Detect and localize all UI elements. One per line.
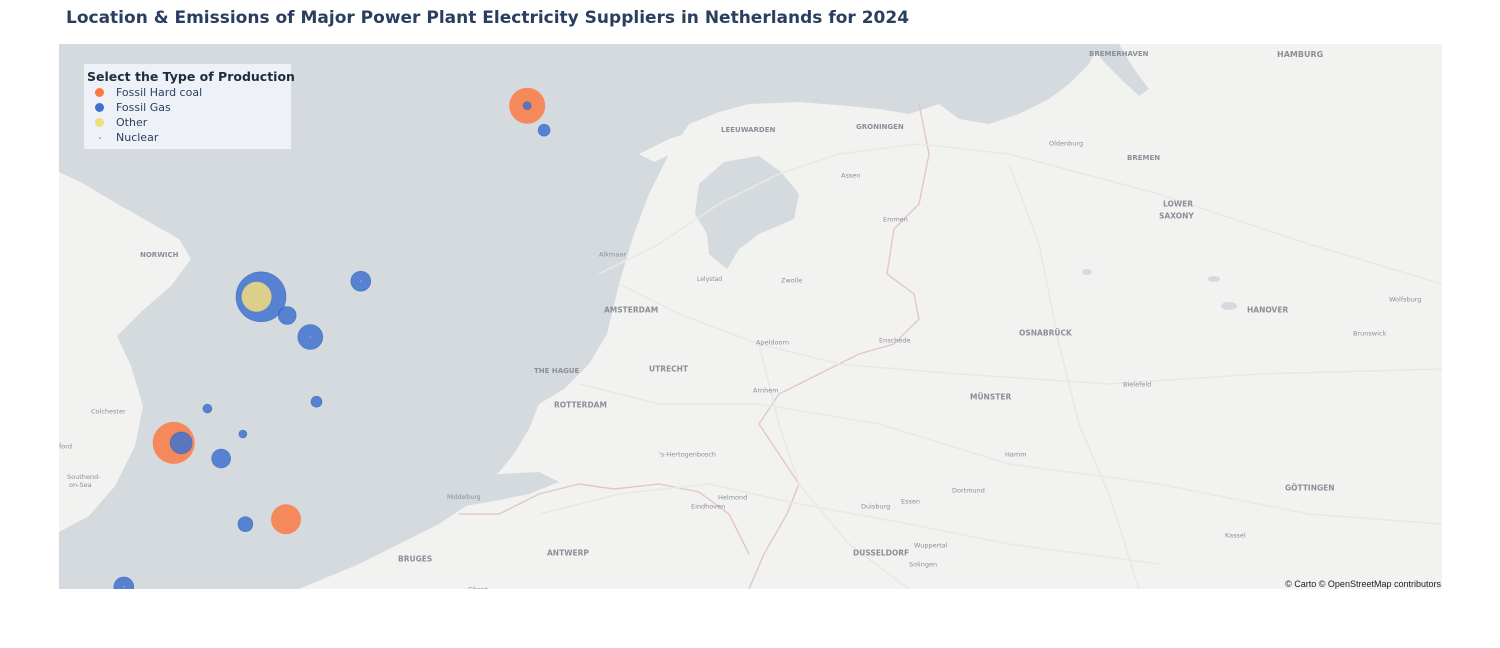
legend-item-other[interactable]: Other [87, 115, 291, 130]
wadden-islands [639, 112, 899, 162]
england-land [59, 172, 191, 532]
place-label: GÖTTINGEN [1285, 484, 1335, 493]
place-label: AMSTERDAM [604, 306, 658, 315]
north-sea [59, 44, 1099, 589]
plant-marker-fossil-gas[interactable] [277, 306, 297, 325]
map-attribution[interactable]: © Carto © OpenStreetMap contributors [1285, 579, 1441, 589]
legend-swatch-icon [95, 88, 104, 97]
place-label: Duisburg [861, 503, 890, 511]
place-label: Enschede [879, 337, 910, 345]
legend-label: Fossil Hard coal [116, 86, 203, 99]
place-label: on-Sea [69, 481, 92, 489]
lake [1208, 276, 1220, 282]
place-label: Helmond [718, 494, 747, 502]
place-label: LOWER [1163, 200, 1193, 209]
legend-title: Select the Type of Production [87, 69, 295, 84]
place-label: GRONINGEN [856, 123, 904, 131]
legend-label: Fossil Gas [116, 101, 171, 114]
place-label: Wolfsburg [1389, 296, 1421, 304]
place-label: Alkmaar [599, 251, 626, 259]
place-label: Southend- [67, 473, 101, 481]
elbe-estuary [1089, 44, 1149, 96]
place-label: ANTWERP [547, 549, 589, 558]
chart-title: Location & Emissions of Major Power Plan… [66, 8, 910, 28]
plant-marker-nuclear[interactable] [359, 280, 362, 283]
place-label: Solingen [909, 561, 937, 569]
place-label: Essen [901, 498, 920, 506]
place-label: Dortmund [952, 487, 985, 495]
place-label: BREMERHAVEN [1089, 50, 1149, 58]
plant-marker-fossil-gas[interactable] [237, 516, 254, 533]
lake [1221, 302, 1237, 310]
legend-swatch-icon [95, 103, 104, 112]
road-network [538, 143, 1442, 589]
plant-marker-fossil-gas[interactable] [169, 431, 193, 455]
place-label: Bielefeld [1123, 381, 1151, 389]
place-label: Oldenburg [1049, 140, 1083, 148]
nl-de-border [748, 103, 930, 589]
plant-marker-nuclear[interactable] [309, 336, 312, 338]
place-label: SAXONY [1159, 212, 1194, 221]
place-label: Apeldoorn [756, 339, 789, 347]
legend-item-nuclear[interactable]: Nuclear [87, 130, 291, 145]
legend-label: Other [116, 116, 148, 129]
place-label: Ghent [468, 586, 488, 590]
legend-swatch-icon [95, 118, 104, 127]
plant-marker-fossil-gas[interactable] [537, 123, 551, 137]
plant-marker-fossil-gas[interactable] [202, 403, 213, 414]
legend-label: Nuclear [116, 131, 159, 144]
place-label: ROTTERDAM [554, 401, 607, 410]
place-label: Zwolle [781, 277, 802, 285]
place-label: THE HAGUE [534, 367, 580, 375]
place-label: Brunswick [1353, 330, 1386, 338]
scheldt-estuary [454, 472, 559, 506]
place-label: HAMBURG [1277, 50, 1323, 59]
place-label: Wuppertal [914, 542, 948, 550]
plant-marker-fossil-hard-coal[interactable] [271, 504, 301, 535]
place-label: Arnhem [753, 387, 779, 395]
lake [1082, 269, 1092, 275]
plant-marker-fossil-gas[interactable] [310, 395, 323, 408]
legend-item-fossil-hard-coal[interactable]: Fossil Hard coal [87, 85, 291, 100]
place-label: Middelburg [447, 494, 481, 501]
legend-swatch-icon [99, 136, 101, 139]
legend-item-fossil-gas[interactable]: Fossil Gas [87, 100, 291, 115]
plant-marker-fossil-gas[interactable] [522, 101, 532, 111]
place-label: BREMEN [1127, 154, 1160, 162]
place-labels: BREMERHAVEN HAMBURG LEEUWARDEN GRONINGEN Old… [59, 50, 1421, 589]
place-label: Emmen [883, 216, 908, 224]
place-label: DUSSELDORF [853, 549, 909, 558]
plant-marker-fossil-gas[interactable] [211, 448, 231, 469]
place-label: OSNABRÜCK [1019, 329, 1073, 338]
place-label: NORWICH [140, 251, 179, 259]
place-label: Colchester [91, 408, 126, 416]
place-label: Eindhoven [691, 503, 725, 511]
place-label: Hamm [1005, 451, 1027, 459]
legend: Select the Type of Production Fossil Har… [84, 64, 295, 149]
place-label: Kassel [1225, 532, 1246, 540]
plant-marker-nuclear[interactable] [122, 585, 125, 588]
nl-be-border [459, 483, 750, 555]
place-label: HANOVER [1247, 306, 1288, 315]
place-label: ford [59, 443, 72, 451]
place-label: BRUGES [398, 555, 432, 564]
place-label: UTRECHT [649, 365, 689, 374]
ijsselmeer [695, 156, 799, 269]
place-label: 's-Hertogenbosch [659, 451, 716, 459]
place-label: LEEUWARDEN [721, 126, 776, 134]
plant-marker-fossil-gas[interactable] [238, 429, 248, 439]
plant-markers[interactable] [113, 87, 551, 589]
place-label: Assen [841, 172, 860, 180]
place-label: Lelystad [697, 276, 722, 283]
dollard [919, 84, 947, 106]
place-label: MÜNSTER [970, 393, 1011, 402]
plant-marker-other[interactable] [241, 281, 272, 312]
plant-marker-fossil-gas[interactable] [113, 576, 135, 589]
